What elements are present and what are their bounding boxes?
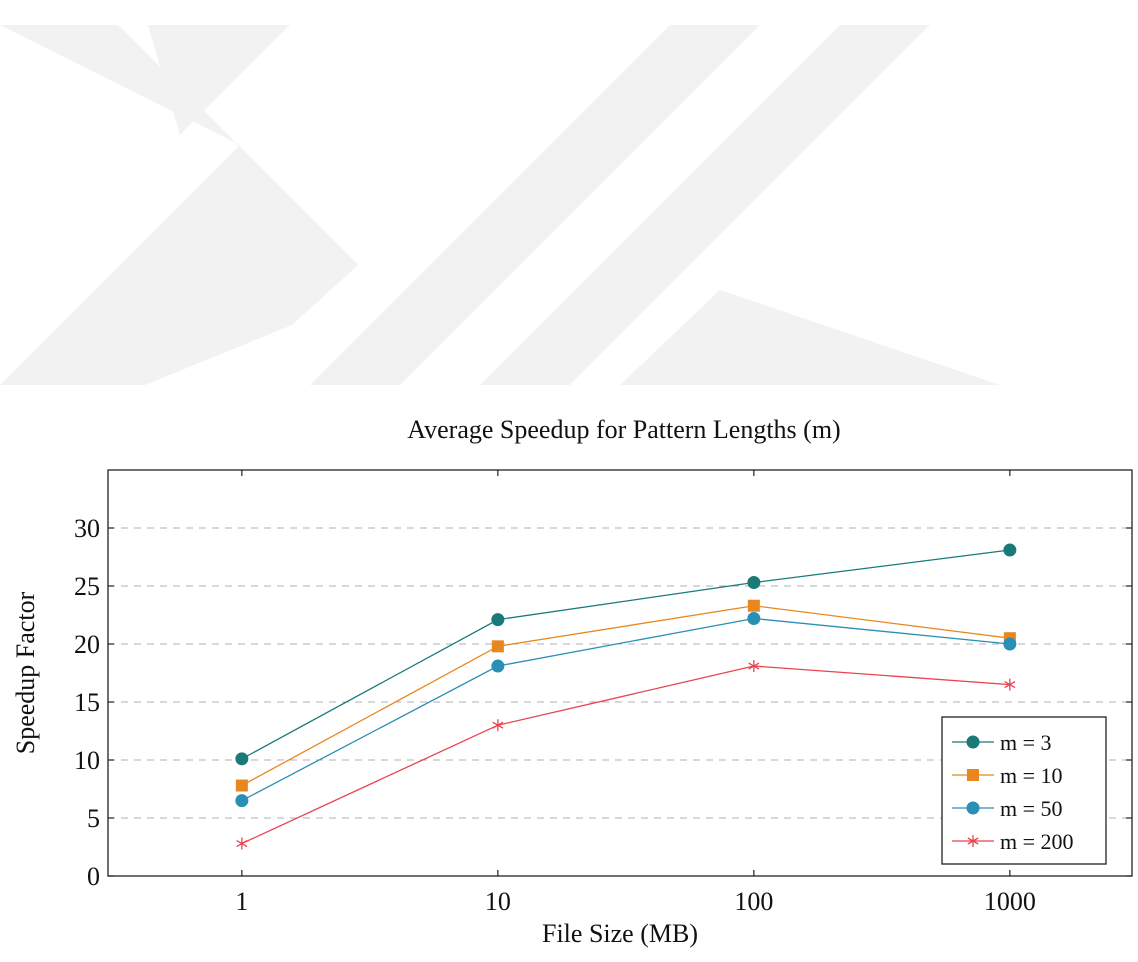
legend: m = 3 m = 10 m = 50 m = 200 bbox=[941, 716, 1107, 865]
data-point bbox=[747, 576, 761, 590]
y-tick-label: 15 bbox=[74, 688, 100, 717]
legend-item-2: m = 50 bbox=[952, 796, 1063, 821]
x-axis-label: File Size (MB) bbox=[542, 919, 698, 948]
data-point bbox=[235, 779, 248, 792]
data-point-stroke bbox=[492, 721, 504, 729]
series-line bbox=[241, 549, 1010, 760]
series-2 bbox=[235, 611, 1017, 808]
data-point bbox=[236, 837, 248, 850]
x-axis: 1 10 100 1000 bbox=[235, 470, 1036, 916]
data-point bbox=[491, 640, 504, 653]
data-point bbox=[1003, 543, 1017, 557]
legend-items: m = 3 m = 10 m = 50 m = 200 bbox=[952, 730, 1074, 854]
data-point bbox=[492, 719, 504, 732]
legend-label: m = 3 bbox=[1000, 730, 1052, 755]
data-point-stroke bbox=[1004, 681, 1016, 689]
y-axis-label: Speedup Factor bbox=[11, 591, 40, 754]
data-point bbox=[491, 659, 505, 673]
y-tick-label: 25 bbox=[74, 572, 100, 601]
legend-item-1: m = 10 bbox=[952, 763, 1063, 788]
legend-item-0: m = 3 bbox=[952, 730, 1052, 755]
legend-swatch-marker bbox=[967, 769, 979, 781]
data-point bbox=[491, 613, 505, 627]
data-point bbox=[235, 752, 249, 766]
series-0 bbox=[235, 543, 1017, 766]
legend-swatch-marker-stroke bbox=[967, 837, 979, 845]
data-point bbox=[1004, 678, 1016, 691]
data-point bbox=[748, 660, 760, 673]
watermark-logo bbox=[0, 25, 1000, 385]
series-line bbox=[241, 617, 1010, 802]
y-tick-label: 20 bbox=[74, 630, 100, 659]
y-tick-label: 5 bbox=[87, 804, 100, 833]
series-line bbox=[241, 665, 1010, 845]
data-point-stroke bbox=[748, 662, 760, 670]
watermark-stroke-4 bbox=[480, 25, 930, 385]
data-point bbox=[1003, 637, 1017, 651]
data-point bbox=[747, 611, 761, 625]
watermark-stroke-5 bbox=[620, 290, 1000, 385]
y-tick-label: 10 bbox=[74, 746, 100, 775]
series-3 bbox=[236, 660, 1016, 850]
legend-label: m = 50 bbox=[1000, 796, 1063, 821]
data-point bbox=[747, 599, 760, 612]
series-layer bbox=[235, 543, 1017, 850]
legend-swatch-marker bbox=[966, 801, 980, 815]
watermark-stroke-2 bbox=[148, 25, 290, 135]
legend-swatch-marker bbox=[966, 735, 980, 749]
legend-label: m = 10 bbox=[1000, 763, 1063, 788]
chart-title: Average Speedup for Pattern Lengths (m) bbox=[407, 415, 840, 444]
watermark-stroke-1 bbox=[0, 25, 358, 385]
series-line bbox=[241, 605, 1010, 787]
y-tick-label: 30 bbox=[74, 514, 100, 543]
y-axis: 0 5 10 15 20 25 30 bbox=[74, 514, 1132, 891]
data-point bbox=[235, 794, 249, 808]
legend-label: m = 200 bbox=[1000, 829, 1074, 854]
y-tick-label: 0 bbox=[87, 862, 100, 891]
plot-frame bbox=[107, 469, 1133, 877]
watermark-stroke-3 bbox=[310, 25, 760, 385]
legend-swatch-marker bbox=[967, 835, 979, 847]
data-point-stroke bbox=[236, 839, 248, 848]
legend-item-3: m = 200 bbox=[952, 829, 1074, 854]
x-tick-label: 1 bbox=[235, 887, 248, 916]
x-tick-label: 10 bbox=[485, 887, 511, 916]
gridlines bbox=[108, 527, 1132, 819]
x-tick-label: 100 bbox=[734, 887, 773, 916]
x-tick-label: 1000 bbox=[984, 887, 1036, 916]
